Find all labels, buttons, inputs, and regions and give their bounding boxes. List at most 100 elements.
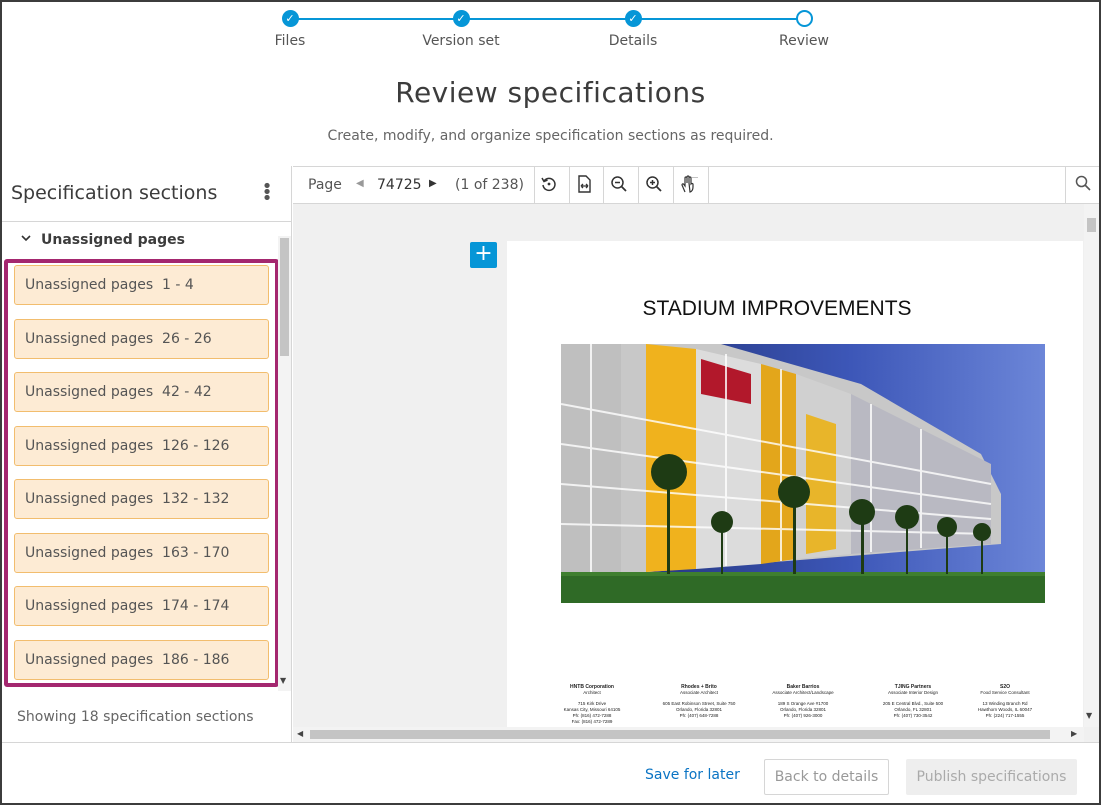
list-item[interactable]: Unassigned pages 1 - 4 xyxy=(14,265,269,305)
address-line: Orlando, Florida 32801 xyxy=(779,707,827,712)
toolbar-divider xyxy=(569,167,570,203)
step-label: Details xyxy=(608,33,658,49)
address-line: 189 S Orange Ave #1700 xyxy=(777,701,829,706)
address-line: Orlando, FL 32801 xyxy=(894,707,932,712)
firm-role: Architect xyxy=(583,690,601,695)
step-label: Version set xyxy=(422,33,500,49)
save-for-later-link[interactable]: Save for later xyxy=(645,767,740,783)
firm-address: 715 Kirk Drive Kansas City, Missouri 641… xyxy=(544,701,640,725)
list-item[interactable]: Unassigned pages 174 - 174 xyxy=(14,586,269,626)
check-icon: ✓ xyxy=(281,10,299,27)
firm-block: Rhodes + Brito Associate Architect 605 E… xyxy=(651,684,747,719)
firm-block: TJING Partners Associate Interior Design… xyxy=(865,684,961,719)
list-scrollbar-thumb[interactable] xyxy=(280,238,289,356)
panel-title: Specification sections xyxy=(11,182,218,204)
rotate-icon[interactable] xyxy=(538,174,560,196)
address-line: Kansas City, Missouri 64105 xyxy=(563,707,621,712)
firm-block: S2O Food Service Consultant 13 Winding B… xyxy=(957,684,1053,719)
address-line: Ph: (407) 648-7288 xyxy=(679,713,719,718)
firm-name: S2O xyxy=(999,684,1010,690)
firm-address: 189 S Orange Ave #1700 Orlando, Florida … xyxy=(755,701,851,719)
step-review[interactable]: Review xyxy=(734,10,874,49)
group-label: Unassigned pages xyxy=(41,232,185,248)
viewer-horizontal-scrollbar-thumb[interactable] xyxy=(310,730,1050,739)
firm-name: HNTB Corporation xyxy=(570,684,614,690)
step-label: Review xyxy=(779,33,829,49)
specification-sections-panel: Specification sections • • • Unassigned pa… xyxy=(2,166,292,742)
progress-stepper: ✓ Files ✓ Version set ✓ Details Review xyxy=(0,10,1101,60)
document-title: STADIUM IMPROVEMENTS xyxy=(642,297,912,320)
firm-role: Associate Architect/Landscape xyxy=(772,690,834,695)
firm-role: Associate Interior Design xyxy=(887,690,939,695)
document-page: STADIUM IMPROVEMENTS xyxy=(507,241,1083,731)
document-viewer: Page ◀ 74725 ▶ (1 of 238) + xyxy=(293,166,1099,742)
firm-role: Associate Architect xyxy=(679,690,719,695)
toolbar-divider xyxy=(603,167,604,203)
zoom-in-icon[interactable] xyxy=(643,174,665,196)
toolbar-divider xyxy=(1065,167,1066,203)
address-line: 205 E Central Blvd., Suite 500 xyxy=(882,701,944,706)
back-to-details-button[interactable]: Back to details xyxy=(764,759,889,795)
step-label: Files xyxy=(274,33,306,49)
firm-name: Rhodes + Brito xyxy=(681,684,717,690)
sections-count-status: Showing 18 specification sections xyxy=(17,709,254,725)
page-label: Page xyxy=(308,177,342,193)
chevron-down-icon xyxy=(20,232,32,247)
address-line: Ph: (407) 730-3542 xyxy=(893,713,933,718)
page-title: Review specifications xyxy=(395,76,706,109)
scroll-down-arrow-icon[interactable]: ▼ xyxy=(1086,711,1093,720)
viewer-vertical-scrollbar-thumb[interactable] xyxy=(1087,218,1096,232)
scroll-right-arrow-icon[interactable]: ▶ xyxy=(1071,729,1078,738)
search-icon[interactable] xyxy=(1072,174,1094,196)
publish-specifications-button[interactable]: Publish specifications xyxy=(906,759,1077,795)
list-item[interactable]: Unassigned pages 126 - 126 xyxy=(14,426,269,466)
group-unassigned-pages[interactable]: Unassigned pages xyxy=(2,222,292,258)
firm-name: TJING Partners xyxy=(894,684,932,690)
page-number-input[interactable]: 74725 xyxy=(377,177,422,193)
scroll-left-arrow-icon[interactable]: ◀ xyxy=(297,729,304,738)
prev-page-icon[interactable]: ◀ xyxy=(356,178,364,189)
toolbar-divider xyxy=(673,167,674,203)
list-item[interactable]: Unassigned pages 132 - 132 xyxy=(14,479,269,519)
scroll-down-arrow-icon[interactable]: ▼ xyxy=(280,676,287,685)
firm-role: Food Service Consultant xyxy=(980,690,1030,695)
list-item[interactable]: Unassigned pages 186 - 186 xyxy=(14,640,269,680)
kebab-menu-icon[interactable]: • • • xyxy=(261,176,273,209)
viewer-vertical-scrollbar[interactable] xyxy=(1084,204,1099,727)
firm-block: Baker Barrios Associate Architect/Landsc… xyxy=(755,684,851,719)
firm-address: 13 Winding Branch Rd Hawthorn Woods, IL … xyxy=(957,701,1053,719)
step-details[interactable]: ✓ Details xyxy=(563,10,703,49)
zoom-out-icon[interactable] xyxy=(608,174,630,196)
toolbar-divider xyxy=(534,167,535,203)
address-line: Fax: (816) 472-7289 xyxy=(571,719,613,724)
address-line: Hawthorn Woods, IL 60047 xyxy=(977,707,1033,712)
footer-actions: Save for later Back to details Publish s… xyxy=(2,742,1099,803)
step-files[interactable]: ✓ Files xyxy=(220,10,360,49)
firm-address: 205 E Central Blvd., Suite 500 Orlando, … xyxy=(865,701,961,719)
firm-address: 605 East Robinson Street, Suite 750 Orla… xyxy=(651,701,747,719)
pan-hand-icon[interactable] xyxy=(678,174,700,196)
check-icon: ✓ xyxy=(452,10,470,27)
step-version-set[interactable]: ✓ Version set xyxy=(391,10,531,49)
address-line: Ph: (816) 472-7288 xyxy=(572,713,612,718)
add-section-button[interactable]: + xyxy=(470,242,497,268)
page-count: (1 of 238) xyxy=(455,177,524,193)
page-subtitle: Create, modify, and organize specificati… xyxy=(327,128,774,144)
current-step-icon xyxy=(795,10,813,27)
firms-list: HNTB Corporation Architect 715 Kirk Driv… xyxy=(559,684,1045,731)
list-item[interactable]: Unassigned pages 163 - 170 xyxy=(14,533,269,573)
toolbar-divider xyxy=(708,167,709,203)
list-item[interactable]: Unassigned pages 42 - 42 xyxy=(14,372,269,412)
list-item[interactable]: Unassigned pages 26 - 26 xyxy=(14,319,269,359)
fit-width-icon[interactable] xyxy=(573,174,595,196)
firm-name: Baker Barrios xyxy=(786,684,820,690)
address-line: Ph: (224) 717-1555 xyxy=(985,713,1025,718)
firm-block: HNTB Corporation Architect 715 Kirk Driv… xyxy=(544,684,640,725)
next-page-icon[interactable]: ▶ xyxy=(429,178,437,189)
document-canvas[interactable]: + STADIUM IMPROVEMENTS xyxy=(293,204,1099,742)
address-line: Ph: (407) 926-3000 xyxy=(783,713,823,718)
check-icon: ✓ xyxy=(624,10,642,27)
address-line: Orlando, Florida 32801 xyxy=(675,707,723,712)
panel-header: Specification sections • • • xyxy=(2,166,291,222)
